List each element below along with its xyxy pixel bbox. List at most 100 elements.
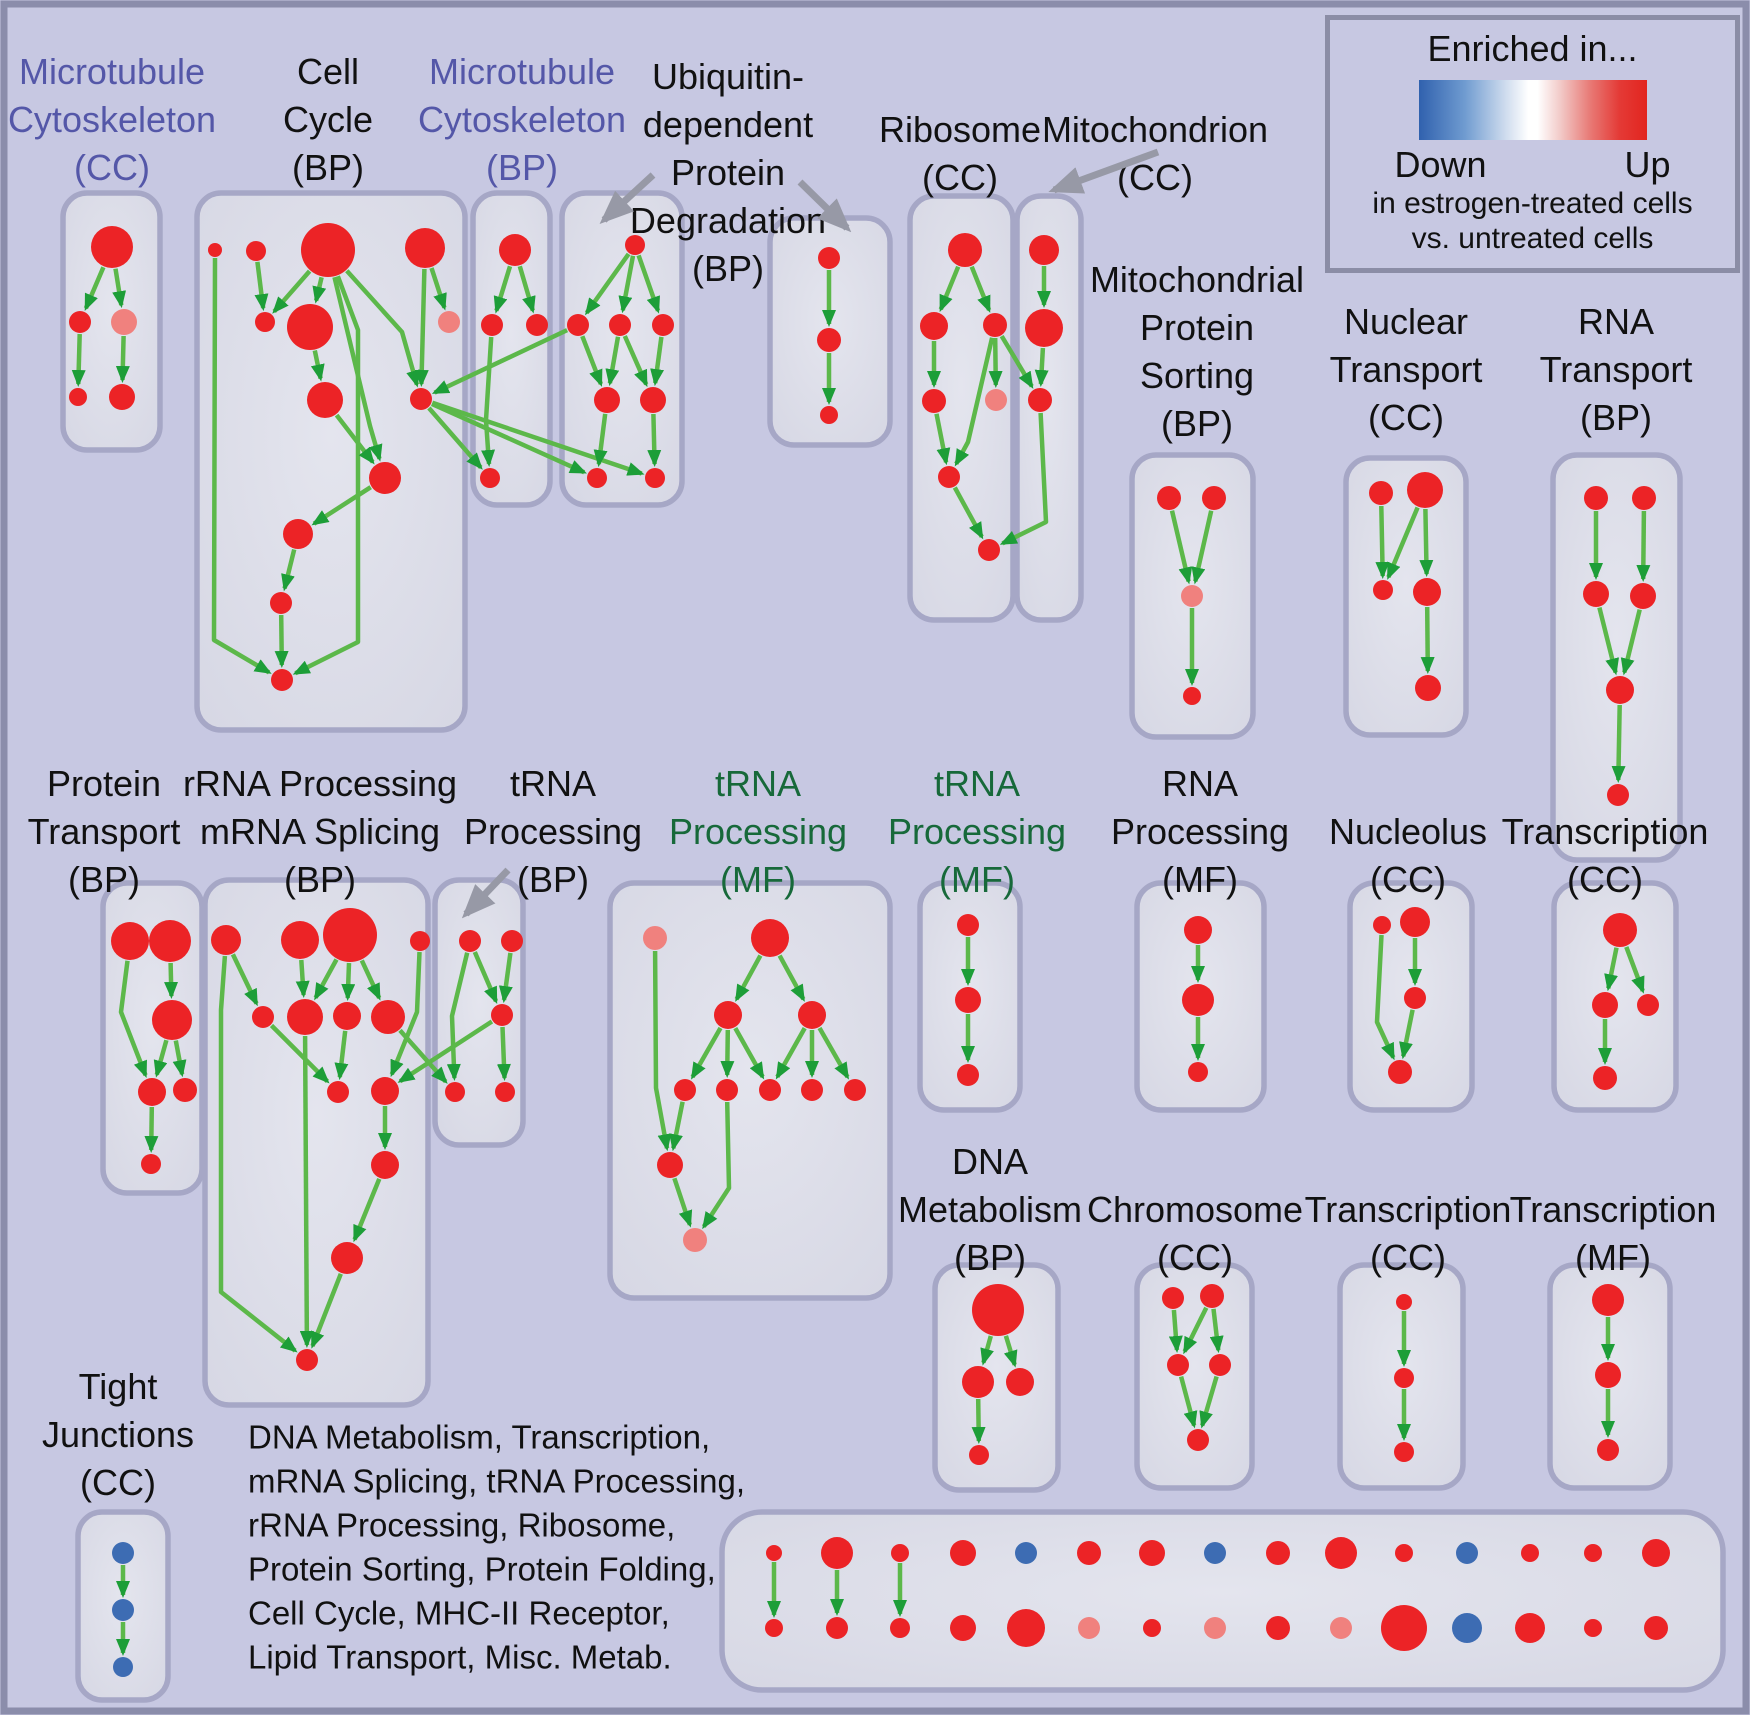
node-tm6 [716,1079,738,1101]
edge-tc1-tc2 [1604,947,1619,992]
node-cc11 [283,519,313,549]
node-mb2 [481,314,503,336]
node-lt12 [1456,1542,1478,1564]
node-cc12 [270,592,292,614]
cluster-label-trna-bp: tRNA Processing (BP) [464,763,642,900]
node-mb1 [499,234,531,266]
node-ta4 [445,1082,465,1102]
cluster-label-rrna-mrna: rRNA Processing mRNA Splicing (BP) [183,763,457,900]
edge-tm2-tm4 [777,954,806,1002]
node-rb3 [983,313,1007,337]
edge-cc6-cc8 [310,350,325,382]
node-ms2 [1202,486,1226,510]
edge-ub2-ub5 [580,335,603,387]
node-tc4 [1593,1066,1617,1090]
node-cc6 [287,304,333,350]
node-t33 [1394,1442,1414,1462]
edge-mb2-mb4 [481,336,496,467]
node-nt1 [1369,481,1393,505]
edge-cr2-cr3 [1182,1306,1209,1355]
edge-pt2-pt3 [164,962,179,999]
edge-ta3-rr10 [397,1019,494,1084]
legend-up-label: Up [1624,144,1671,185]
cluster-label-mito-sorting: Mitochondrial Protein Sorting (BP) [1090,259,1304,444]
edge-mc1-mc2 [83,266,106,311]
cluster-label-nucleolus: Nucleolus (CC) [1329,811,1487,900]
node-rr12 [331,1242,363,1274]
edge-ub2-cc9 [431,328,569,395]
node-rm1 [1184,916,1212,944]
node-lb7 [1143,1619,1161,1637]
node-ta2 [501,930,523,952]
node-tm8 [801,1079,823,1101]
edge-dm2-dm4 [971,1398,986,1444]
cluster-label-rna-transport: RNA Transport (BP) [1540,301,1693,438]
pointer-arrow-1 [599,172,656,225]
node-cc4 [405,228,445,268]
node-cr3 [1167,1354,1189,1376]
node-cr1 [1162,1287,1184,1309]
pointer-arrow-4 [461,867,511,919]
edge-rt2-rt4 [1636,510,1651,582]
node-pt6 [141,1154,161,1174]
edge-mb1-mb3 [517,265,536,314]
node-cc7 [438,311,460,333]
edge-cc12-cc13 [274,614,289,668]
node-lb13 [1515,1613,1545,1643]
node-rb4 [922,389,946,413]
node-ms4 [1183,687,1201,705]
edge-tc1-tc3 [1624,946,1645,994]
node-rr1 [211,925,241,955]
node-mt3 [1028,388,1052,412]
edge-pt1-pt4 [118,960,148,1078]
edge-rr3-rr7 [341,962,356,1001]
node-lb14 [1584,1619,1602,1637]
edge-ms2-ms3 [1191,510,1214,585]
cluster-label-nuclear-transport: Nuclear Transport (CC) [1330,301,1483,438]
edge-cc3-cc13 [292,275,361,676]
node-nt3 [1373,580,1393,600]
node-mc5 [109,384,135,410]
node-cr2 [1200,1284,1224,1308]
node-lt13 [1521,1544,1539,1562]
node-ub8 [645,468,665,488]
edge-ub3-ub6 [622,335,649,388]
node-ta3 [491,1004,513,1026]
legend-gradient-bar [1418,80,1647,140]
node-ts1 [957,914,979,936]
node-tm3 [714,1001,742,1029]
edge-tm2-tm3 [734,954,763,1002]
edge-rt4-rt5 [1620,609,1642,676]
node-dm3 [1006,1368,1034,1396]
cluster-label-trna-mf-1: tRNA Processing (MF) [669,763,847,900]
node-rr2 [281,921,319,959]
edge-rr8-ta4 [398,1028,448,1084]
node-cc5 [255,312,275,332]
legend-scale-row: Down Up [1395,144,1671,186]
edge-cr3-cr5 [1178,1376,1198,1429]
node-dm1 [972,1284,1024,1336]
node-ub4 [652,314,674,336]
edge-pt4-pt6 [144,1106,159,1153]
node-tm2 [751,919,789,957]
node-nt2 [1407,472,1443,508]
node-lb6 [1078,1617,1100,1639]
node-rt4 [1630,583,1656,609]
node-pt3 [152,1000,192,1040]
edge-rr4-rr10 [389,951,422,1078]
node-lt2 [821,1537,853,1569]
node-ta5 [495,1082,515,1102]
node-rr9 [327,1081,349,1103]
node-mb3 [526,314,548,336]
category-list-text: DNA Metabolism, Transcription, mRNA Splic… [248,1419,745,1676]
legend-box: Enriched in... Down Up in estrogen-treat… [1325,15,1740,273]
edge-mt2-mt3 [1034,347,1049,387]
cluster-label-transcription-cc-bot: Transcription (CC) [1305,1189,1512,1278]
edge-nt4-nt5 [1420,606,1435,674]
edge-rr1-rr5 [230,953,259,1007]
node-ub2 [567,314,589,336]
node-cc1 [208,243,222,257]
node-mc4 [69,388,87,406]
edge-cc4-cc9 [414,268,429,387]
node-lb11 [1381,1605,1427,1651]
